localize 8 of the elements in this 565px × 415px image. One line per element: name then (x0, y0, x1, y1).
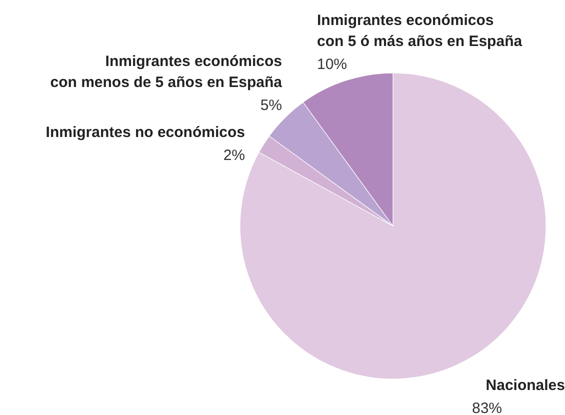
data-label: 83% (472, 400, 502, 415)
data-label: 10% (317, 56, 348, 73)
slice-label: Inmigrantes económicos con 5 ó más años en España (317, 12, 523, 50)
slice-label: Inmigrantes económicos con menos de 5 años en España (50, 53, 283, 91)
slice-label: Inmigrantes no económicos (46, 124, 245, 141)
data-label: 5% (260, 97, 282, 114)
slice-label: Nacionales (486, 377, 565, 394)
data-label: 2% (223, 147, 245, 164)
